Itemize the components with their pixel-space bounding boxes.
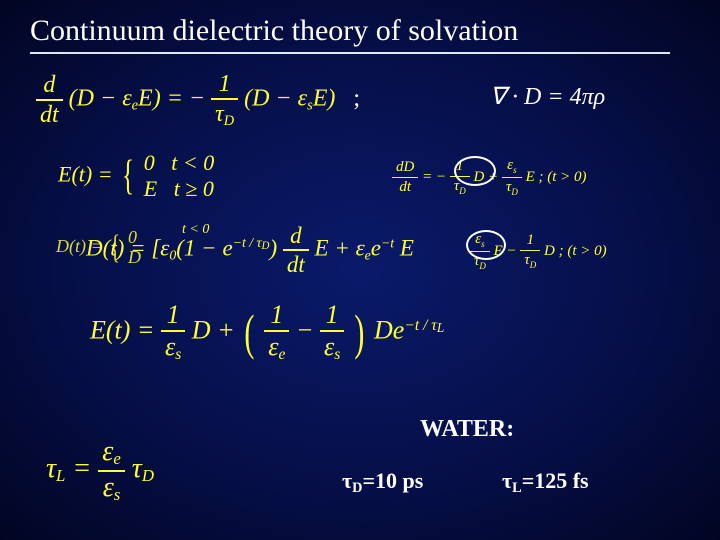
eq3o-dden: dt [283, 251, 309, 276]
eq3o-exp1: −t / τD [233, 235, 270, 250]
eq4-d1: εs [161, 332, 185, 363]
eq1-term2: E) = − [138, 86, 205, 112]
eq4-post: De [374, 315, 404, 344]
eq4-d2: εe [264, 332, 289, 363]
eq3o-4: E + ε [315, 235, 365, 260]
eq2b-f2n: εs [502, 158, 522, 178]
eq1-lhs-num: d [36, 73, 63, 101]
eq2-top: 0 [144, 150, 155, 175]
eq5-eq: = [72, 453, 98, 484]
eq1-term4: E) [313, 86, 336, 112]
eq2-bot: E [144, 176, 157, 201]
water-label: WATER: [420, 416, 514, 443]
eq2: E(t) = { 0 t < 0 E t ≥ 0 [58, 150, 214, 203]
eq1-term1: (D − ε [69, 86, 132, 112]
eq4-exp: −t / τL [404, 317, 444, 334]
eq3o-dnum: d [283, 224, 309, 251]
annotation-circle-2 [466, 230, 506, 260]
eq2b-end: E ; (t > 0) [526, 169, 587, 185]
eq5: τL = εe εs τD [46, 438, 154, 504]
eq5-rhs: τ [132, 453, 142, 484]
eq4-minus: − [296, 315, 320, 344]
eq4-mid1: D + [192, 315, 241, 344]
eq4-lhs: E(t) = [90, 315, 161, 344]
eq5-lhs: τ [46, 453, 56, 484]
eq1-rhs-den: τD [211, 100, 238, 128]
eq3r-f3d: τD [520, 251, 540, 270]
water-tauD: τD=10 ps [342, 468, 423, 497]
eq2-brace: { [122, 152, 134, 200]
eq1-lhs-den: dt [36, 101, 63, 127]
eq2-top-cond: t < 0 [171, 150, 214, 175]
slide-title: Continuum dielectric theory of solvation [30, 14, 518, 48]
eq3o-2: (1 − e [176, 235, 232, 260]
eq4-n1: 1 [161, 302, 185, 332]
eq4-rparen: ) [354, 303, 364, 361]
eq2-bot-cond: t ≥ 0 [174, 176, 214, 201]
eq3o-exp2: −t [381, 235, 394, 250]
eq2-lhs: E(t) = [58, 161, 118, 186]
water-tauL-sym: τ [502, 468, 512, 493]
eq1-left: d dt (D − εeE) = − 1 τD (D − εsE) ; [36, 72, 360, 128]
eq5-den: εs [98, 472, 125, 504]
eq3o-1: D(t) = [ε [86, 235, 169, 260]
water-tauL: τL=125 fs [502, 468, 589, 497]
eq2b-den: dt [392, 178, 418, 195]
title-underline [30, 52, 670, 54]
eq2b-eq: = − [422, 169, 450, 185]
eq4-n3: 1 [320, 302, 344, 332]
eq3o-6: E [400, 235, 414, 260]
annotation-circle-1 [454, 156, 496, 186]
eq4: E(t) = 1 εs D + ( 1 εe − 1 εs ) De−t / τ… [90, 302, 444, 363]
water-tauL-sub: L [512, 480, 522, 496]
eq4-lparen: ( [244, 303, 254, 361]
water-tauD-val: =10 ps [362, 468, 423, 493]
eq2b-num: dD [392, 160, 418, 178]
water-tauD-sub: D [352, 480, 362, 496]
eq4-d3: εs [320, 332, 344, 363]
eq4-n2: 1 [264, 302, 289, 332]
eq3o-3: ) [269, 235, 277, 260]
eq5-num: εe [98, 438, 125, 472]
eq1-semicolon: ; [353, 86, 360, 112]
water-tauL-val: =125 fs [522, 468, 589, 493]
eq3r-f3n: 1 [520, 233, 540, 251]
eq1-term3: (D − ε [244, 86, 307, 112]
eq2b-f2d: τD [502, 178, 522, 197]
eq5-lhs-sub: L [56, 466, 65, 485]
water-tauD-sym: τ [342, 468, 352, 493]
eq3r-end: D ; (t > 0) [544, 243, 607, 259]
eq1-rhs-num: 1 [211, 72, 238, 100]
eq5-rhs-sub: D [142, 466, 154, 485]
eq3-overlay: D(t) = [ε0(1 − e−t / τD) d dt E + εee−t … [86, 224, 414, 276]
eq3o-5: e [371, 235, 381, 260]
eq1-right: ∇ · D = 4πρ [490, 82, 605, 111]
